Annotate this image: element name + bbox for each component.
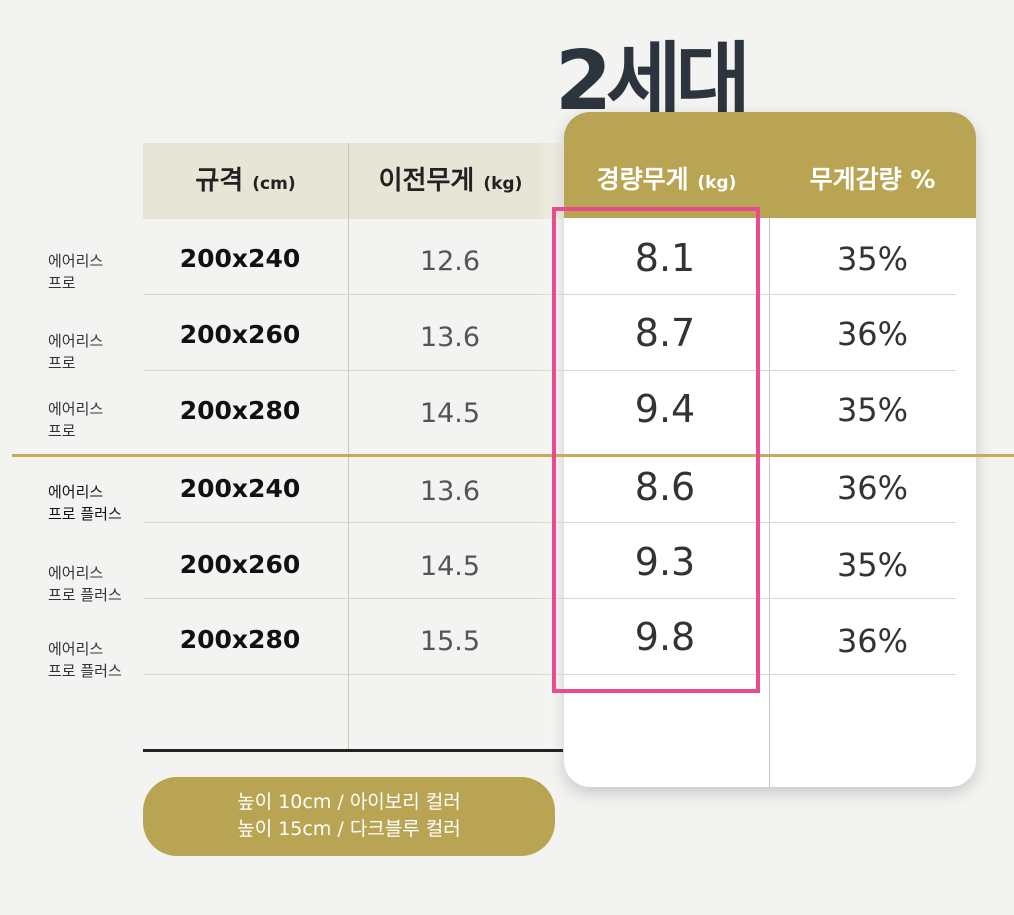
series-divider xyxy=(12,454,1014,457)
light-weight-value: 9.3 xyxy=(634,540,696,584)
light-weight-value: 8.6 xyxy=(634,465,696,509)
light-weight-value: 9.4 xyxy=(634,387,696,431)
size-value: 200x240 xyxy=(179,474,301,503)
size-value: 200x280 xyxy=(179,625,301,654)
prev-weight-value: 13.6 xyxy=(419,476,481,507)
size-value: 200x260 xyxy=(179,550,301,579)
product-name: 에어리스 프로 xyxy=(48,400,104,440)
row-separator xyxy=(143,294,564,295)
header-prev-weight: 이전무게 (kg) xyxy=(378,166,523,196)
lightweight-card: 경량무게 (kg) 무게감량 % xyxy=(564,112,976,787)
product-name: 에어리스 프로 플러스 xyxy=(48,564,122,604)
note-line: 높이 15cm / 다크블루 컬러 xyxy=(237,818,461,840)
left-header-band xyxy=(143,143,563,219)
light-weight-value: 9.8 xyxy=(634,615,696,659)
reduction-value: 36% xyxy=(836,315,909,353)
light-weight-value: 8.7 xyxy=(634,311,696,355)
light-weight-value: 8.1 xyxy=(634,236,696,280)
card-row-separator xyxy=(564,522,956,523)
prev-weight-value: 14.5 xyxy=(419,551,481,582)
card-column-separator xyxy=(769,218,770,787)
reduction-value: 35% xyxy=(836,546,909,584)
prev-weight-value: 14.5 xyxy=(419,398,481,429)
header-size: 규격 (cm) xyxy=(195,166,296,196)
reduction-value: 35% xyxy=(836,391,909,429)
row-separator xyxy=(143,674,564,675)
size-value: 200x240 xyxy=(179,244,301,273)
row-separator xyxy=(143,522,564,523)
size-value: 200x280 xyxy=(179,396,301,425)
product-name: 에어리스 프로 플러스 xyxy=(48,640,122,680)
prev-weight-value: 13.6 xyxy=(419,322,481,353)
column-separator xyxy=(348,143,349,750)
row-separator xyxy=(143,598,564,599)
row-separator xyxy=(143,370,564,371)
note-line: 높이 10cm / 아이보리 컬러 xyxy=(237,791,461,813)
reduction-value: 36% xyxy=(836,622,909,660)
reduction-value: 35% xyxy=(836,240,909,278)
table-bottom-line xyxy=(143,749,563,752)
header-reduction: 무게감량 % xyxy=(809,165,936,194)
product-name: 에어리스 프로 xyxy=(48,332,104,372)
height-color-note: 높이 10cm / 아이보리 컬러 높이 15cm / 다크블루 컬러 xyxy=(143,777,555,856)
product-name: 에어리스 프로 xyxy=(48,252,104,292)
header-light-weight: 경량무게 (kg) xyxy=(596,165,737,194)
card-row-separator xyxy=(564,598,956,599)
card-row-separator xyxy=(564,674,956,675)
reduction-value: 36% xyxy=(836,469,909,507)
product-name: 에어리스 프로 플러스 xyxy=(48,483,122,523)
card-row-separator xyxy=(564,294,956,295)
card-header xyxy=(564,112,976,218)
card-row-separator xyxy=(564,370,956,371)
prev-weight-value: 12.6 xyxy=(419,246,481,277)
highlight-box xyxy=(552,207,760,693)
size-value: 200x260 xyxy=(179,320,301,349)
prev-weight-value: 15.5 xyxy=(419,626,481,657)
